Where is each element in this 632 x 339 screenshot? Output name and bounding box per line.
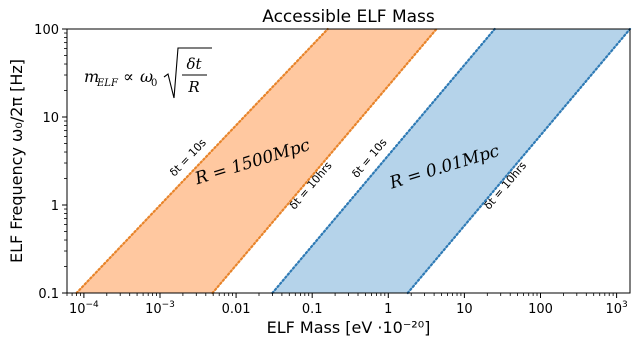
x-tick-exponent: 3 [622, 300, 628, 310]
y-tick-label: 10 [42, 111, 59, 126]
x-tick-label: 10 [456, 302, 473, 317]
formula-denominator: R [187, 78, 199, 96]
y-axis-label: ELF Frequency ω₀/2π [Hz] [7, 59, 26, 263]
chart-title: Accessible ELF Mass [262, 7, 435, 27]
x-tick-exponent: −4 [86, 300, 100, 310]
x-tick-label: 10−4 [69, 300, 99, 317]
formula-omega: ω [140, 67, 153, 86]
x-tick-base: 0.01 [222, 302, 251, 317]
bands [76, 29, 630, 293]
x-axis-ticks: 10−4 10−3 0.01 0.1 1 10 100 103 [66, 293, 628, 317]
y-tick-label: 1 [51, 199, 59, 214]
x-tick-base: 0.1 [302, 302, 323, 317]
x-tick-base: 10 [145, 302, 162, 317]
x-tick-label: 10−3 [145, 300, 175, 317]
band-1-edge-1 [75, 27, 329, 295]
band-edges [75, 27, 632, 295]
x-tick-label: 1 [384, 302, 392, 317]
x-axis-label: ELF Mass [eV ·10⁻²⁰] [267, 318, 431, 337]
x-tick-label: 103 [605, 300, 627, 317]
y-axis-ticks: 0.1 1 10 100 [34, 23, 67, 302]
x-tick-base: 10 [605, 302, 622, 317]
formula-propto: ∝ [123, 67, 134, 86]
x-tick-exponent: −3 [162, 300, 175, 310]
formula-m: m [84, 67, 99, 86]
formula-numerator: δt [186, 55, 202, 73]
x-tick-label: 100 [528, 302, 553, 317]
x-tick-base: 1 [384, 302, 392, 317]
y-tick-label: 100 [34, 23, 59, 38]
formula-m-sub: ELF [96, 78, 119, 89]
x-tick-base: 10 [69, 302, 86, 317]
formula-sqrt [163, 47, 212, 99]
band-1 [76, 29, 437, 293]
x-tick-base: 100 [528, 302, 553, 317]
x-tick-label: 0.01 [222, 302, 251, 317]
band-1-edge-2 [211, 27, 438, 295]
band-2-edge-1 [271, 27, 496, 295]
band-2 [272, 29, 630, 293]
y-tick-label: 0.1 [38, 287, 59, 302]
x-tick-base: 10 [456, 302, 473, 317]
band-2-edge-2 [406, 27, 632, 295]
formula-omega-sub: 0 [151, 78, 157, 89]
x-tick-label: 0.1 [302, 302, 323, 317]
